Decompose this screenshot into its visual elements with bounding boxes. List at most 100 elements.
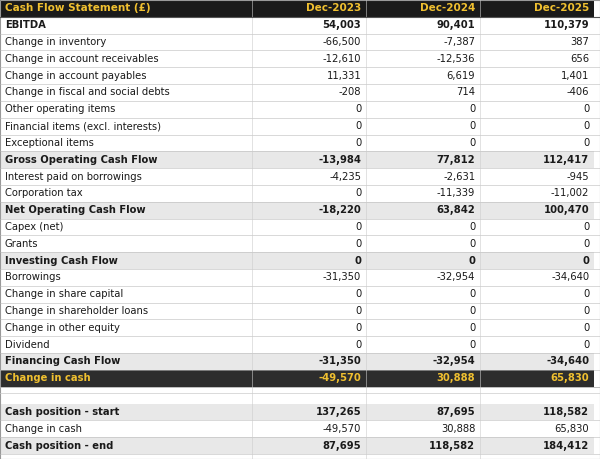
- Text: 65,830: 65,830: [554, 424, 589, 434]
- Text: -34,640: -34,640: [551, 273, 589, 282]
- Text: -4,235: -4,235: [329, 172, 361, 182]
- Text: 0: 0: [355, 104, 361, 114]
- Bar: [480, 34, 594, 50]
- Bar: [480, 235, 594, 252]
- Text: Borrowings: Borrowings: [5, 273, 61, 282]
- Text: 87,695: 87,695: [323, 441, 361, 451]
- Text: Change in cash: Change in cash: [5, 373, 91, 383]
- Bar: [366, 319, 480, 336]
- Bar: [480, 84, 594, 101]
- Text: Net Operating Cash Flow: Net Operating Cash Flow: [5, 205, 145, 215]
- Bar: [480, 403, 594, 420]
- Bar: [480, 269, 594, 286]
- Bar: [252, 235, 366, 252]
- Text: Change in fiscal and social debts: Change in fiscal and social debts: [5, 88, 170, 97]
- Bar: [480, 302, 594, 319]
- Bar: [0, 269, 252, 286]
- Text: -11,002: -11,002: [551, 188, 589, 198]
- Text: 0: 0: [583, 138, 589, 148]
- Text: -32,954: -32,954: [433, 357, 475, 366]
- Text: 11,331: 11,331: [326, 71, 361, 81]
- Text: 0: 0: [583, 289, 589, 299]
- Text: Change in share capital: Change in share capital: [5, 289, 123, 299]
- Text: 0: 0: [355, 306, 361, 316]
- Bar: [366, 235, 480, 252]
- Bar: [480, 252, 594, 269]
- Bar: [0, 50, 252, 67]
- Bar: [480, 118, 594, 134]
- Text: 100,470: 100,470: [544, 205, 589, 215]
- Bar: [480, 370, 594, 386]
- Bar: [366, 269, 480, 286]
- Text: Capex (net): Capex (net): [5, 222, 63, 232]
- Bar: [0, 101, 252, 118]
- Text: Dec-2023: Dec-2023: [306, 3, 361, 13]
- Bar: [366, 101, 480, 118]
- Text: 0: 0: [583, 323, 589, 333]
- Bar: [366, 84, 480, 101]
- Text: Cash position - end: Cash position - end: [5, 441, 113, 451]
- Text: 63,842: 63,842: [436, 205, 475, 215]
- Text: 118,582: 118,582: [429, 441, 475, 451]
- Text: 0: 0: [355, 222, 361, 232]
- Text: Cash position - start: Cash position - start: [5, 407, 119, 417]
- Bar: [252, 134, 366, 151]
- Bar: [366, 252, 480, 269]
- Text: Dec-2024: Dec-2024: [420, 3, 475, 13]
- Text: 0: 0: [355, 340, 361, 350]
- Bar: [252, 252, 366, 269]
- Text: Corporation tax: Corporation tax: [5, 188, 82, 198]
- Bar: [366, 286, 480, 302]
- Bar: [366, 50, 480, 67]
- Bar: [480, 101, 594, 118]
- Bar: [0, 202, 252, 218]
- Text: Grants: Grants: [5, 239, 38, 249]
- Bar: [0, 185, 252, 202]
- Bar: [480, 0, 594, 17]
- Bar: [252, 84, 366, 101]
- Text: 87,695: 87,695: [437, 407, 475, 417]
- Text: 90,401: 90,401: [436, 20, 475, 30]
- Bar: [0, 134, 252, 151]
- Bar: [0, 386, 600, 393]
- Text: 0: 0: [469, 239, 475, 249]
- Text: -2,631: -2,631: [443, 172, 475, 182]
- Text: 0: 0: [355, 138, 361, 148]
- Bar: [252, 437, 366, 454]
- Text: 0: 0: [583, 306, 589, 316]
- Text: Other operating items: Other operating items: [5, 104, 115, 114]
- Text: 6,619: 6,619: [446, 71, 475, 81]
- Text: -49,570: -49,570: [323, 424, 361, 434]
- Text: Change in cash: Change in cash: [5, 424, 82, 434]
- Text: -34,640: -34,640: [546, 357, 589, 366]
- Text: 110,379: 110,379: [544, 20, 589, 30]
- Bar: [480, 50, 594, 67]
- Bar: [480, 134, 594, 151]
- Bar: [252, 168, 366, 185]
- Bar: [252, 0, 366, 17]
- Bar: [252, 218, 366, 235]
- Bar: [366, 302, 480, 319]
- Text: 387: 387: [571, 37, 589, 47]
- Bar: [252, 185, 366, 202]
- Text: 0: 0: [469, 306, 475, 316]
- Bar: [252, 353, 366, 370]
- Bar: [366, 17, 480, 34]
- Text: Change in account payables: Change in account payables: [5, 71, 146, 81]
- Text: 0: 0: [583, 104, 589, 114]
- Bar: [252, 202, 366, 218]
- Text: -11,339: -11,339: [437, 188, 475, 198]
- Text: -66,500: -66,500: [323, 37, 361, 47]
- Text: -7,387: -7,387: [443, 37, 475, 47]
- Bar: [0, 17, 252, 34]
- Bar: [0, 302, 252, 319]
- Bar: [480, 202, 594, 218]
- Text: 714: 714: [456, 88, 475, 97]
- Bar: [366, 336, 480, 353]
- Text: 0: 0: [355, 289, 361, 299]
- Text: Investing Cash Flow: Investing Cash Flow: [5, 256, 118, 266]
- Bar: [366, 151, 480, 168]
- Text: 0: 0: [583, 340, 589, 350]
- Bar: [0, 235, 252, 252]
- Bar: [0, 353, 252, 370]
